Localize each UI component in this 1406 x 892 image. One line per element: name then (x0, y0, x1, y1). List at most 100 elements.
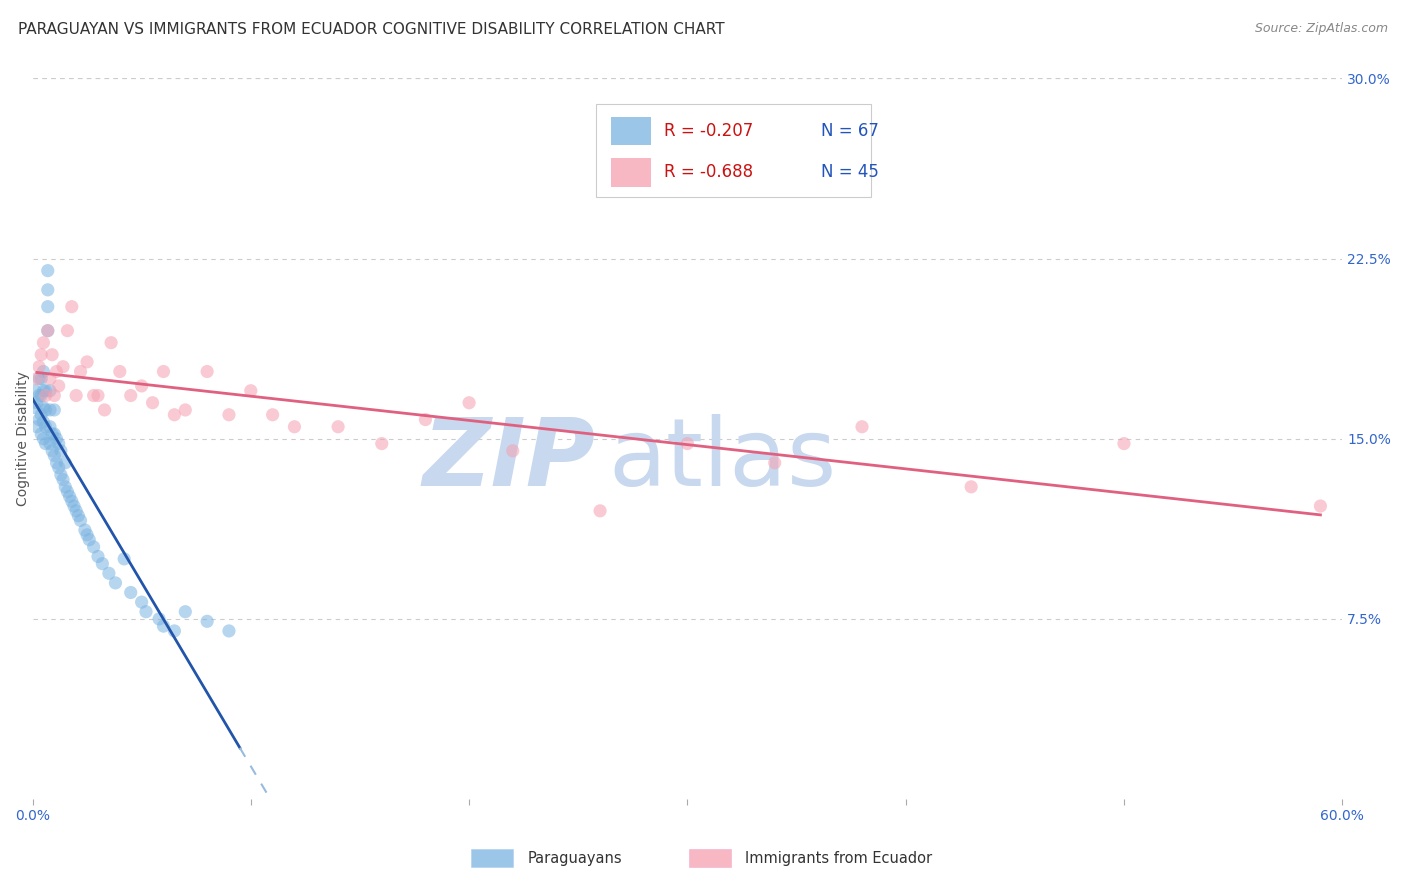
Text: Immigrants from Ecuador: Immigrants from Ecuador (745, 851, 932, 865)
Point (960, 480, 983, 494)
Point (69, 513, 91, 527)
Text: atlas: atlas (609, 415, 837, 507)
Point (97, 566, 120, 581)
Point (25, 419, 48, 434)
Point (37, 324, 59, 338)
Text: R = -0.207: R = -0.207 (664, 122, 754, 140)
Point (28, 372, 51, 386)
Point (34, 403, 56, 417)
Point (39, 403, 62, 417)
Point (326, 419, 349, 434)
Bar (612, 158, 651, 186)
Point (32, 415, 55, 429)
Point (32, 335, 55, 350)
Point (589, 504, 612, 518)
Point (39, 436, 62, 450)
Point (32, 401, 55, 415)
Point (37, 263, 59, 277)
Point (30, 348, 52, 362)
Point (135, 605, 157, 619)
Point (148, 612, 170, 626)
Point (174, 605, 197, 619)
Point (45, 432, 67, 446)
Point (48, 436, 70, 450)
Point (30, 408, 52, 422)
Point (39, 384, 62, 398)
Point (77, 533, 100, 547)
Point (60, 300, 83, 314)
Point (37, 300, 59, 314)
Text: N = 67: N = 67 (821, 122, 879, 140)
Point (152, 619, 174, 633)
Point (262, 408, 284, 422)
Point (48, 379, 70, 393)
Point (142, 396, 165, 410)
Point (41, 443, 63, 458)
Point (28, 412, 51, 426)
Point (195, 364, 218, 378)
Point (120, 585, 142, 599)
Point (34, 436, 56, 450)
Point (76, 528, 98, 542)
Point (48, 460, 70, 475)
Point (676, 436, 699, 450)
Point (30, 427, 52, 442)
Text: R = -0.688: R = -0.688 (664, 163, 754, 181)
Point (131, 595, 153, 609)
Point (131, 379, 153, 393)
Point (73, 523, 96, 537)
Point (65, 388, 87, 402)
Point (87, 388, 110, 402)
Point (174, 403, 197, 417)
Point (24, 384, 46, 398)
Point (34, 419, 56, 434)
Point (25, 372, 48, 386)
Point (163, 624, 186, 638)
Point (65, 504, 87, 518)
Bar (612, 117, 651, 145)
Point (415, 412, 437, 426)
Point (69, 364, 91, 378)
Point (458, 396, 481, 410)
Point (152, 364, 174, 378)
Point (67, 508, 90, 523)
Point (32, 384, 55, 398)
Point (56, 484, 79, 499)
Point (49, 443, 72, 458)
Point (44, 388, 66, 402)
Text: Paraguayans: Paraguayans (527, 851, 621, 865)
Point (104, 575, 127, 590)
Point (108, 364, 131, 378)
Point (41, 348, 63, 362)
Point (44, 449, 66, 463)
Point (163, 408, 186, 422)
Point (37, 283, 59, 297)
Point (30, 372, 52, 386)
Point (93, 403, 115, 417)
Point (763, 456, 786, 470)
Point (239, 384, 262, 398)
Point (120, 388, 142, 402)
Point (39, 372, 62, 386)
Point (195, 615, 218, 629)
Point (32, 364, 55, 378)
Point (60, 494, 83, 508)
Point (87, 549, 110, 564)
Point (851, 419, 873, 434)
Point (83, 388, 105, 402)
Point (371, 436, 394, 450)
Point (502, 443, 524, 458)
Point (34, 388, 56, 402)
Point (1309, 499, 1331, 513)
Point (34, 384, 56, 398)
Point (63, 499, 86, 513)
Y-axis label: Cognitive Disability: Cognitive Disability (15, 371, 30, 506)
Point (41, 427, 63, 442)
Point (49, 467, 72, 482)
Text: Source: ZipAtlas.com: Source: ZipAtlas.com (1254, 22, 1388, 36)
Point (24, 401, 46, 415)
Point (30, 388, 52, 402)
Point (112, 552, 135, 566)
Point (218, 408, 240, 422)
Point (76, 355, 98, 369)
